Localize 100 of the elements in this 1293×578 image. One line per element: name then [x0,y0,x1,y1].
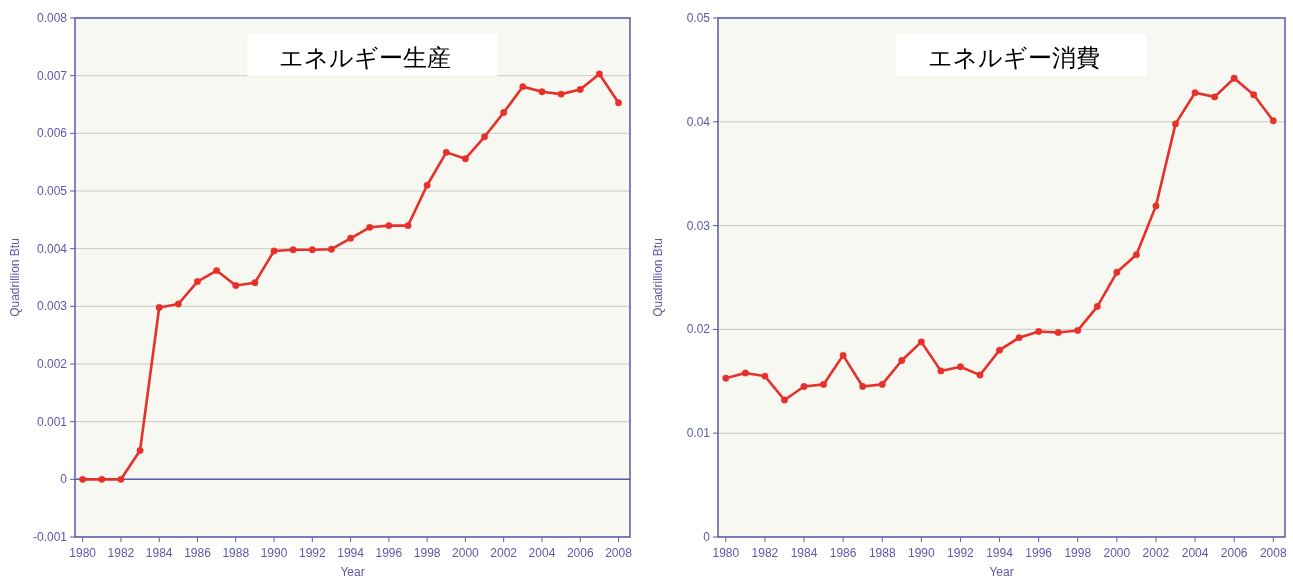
point [595,70,603,78]
point [481,133,488,141]
point [1250,91,1258,99]
y-axis-title: Quadrillion Btu [651,238,665,317]
x-tick-label: 1980 [712,546,740,560]
x-axis-title: Year [989,565,1014,578]
y-tick-label: 0.006 [36,126,68,141]
y-tick-label: 0.005 [36,184,68,198]
point [1093,303,1101,311]
x-tick-label: 1990 [260,546,288,560]
point [117,475,125,483]
point [423,181,431,189]
point [1074,326,1082,334]
y-tick-label: 0.02 [686,322,711,337]
y-tick-label: 0.01 [686,426,711,441]
point [1152,202,1160,210]
x-tick-label: 2004 [528,546,556,560]
point [442,148,450,156]
point [251,279,259,287]
point [519,83,527,91]
x-tick-label: 2004 [1181,546,1209,560]
point [615,99,622,107]
x-tick-label: 1994 [986,546,1014,560]
x-tick-label: 2002 [1142,546,1170,560]
point [347,234,355,242]
y-tick-label: 0.001 [36,414,68,429]
point [576,86,584,93]
x-tick-label: 2006 [1220,546,1248,560]
x-axis-title: Year [340,565,365,578]
point [1054,329,1062,336]
point [820,380,828,388]
y-tick-label: 0.004 [36,241,68,256]
x-tick-label: 2006 [566,546,594,560]
point [937,367,945,375]
point [232,282,240,290]
point [461,155,469,163]
x-tick-label: 2008 [1259,546,1287,560]
x-tick-label: 1990 [907,546,936,560]
point [174,300,182,308]
point [557,90,565,98]
y-axis-title: Quadrillion Btu [8,238,22,317]
point [761,372,769,380]
x-tick-label: 2008 [605,546,633,560]
point [1015,334,1023,342]
point [741,369,749,377]
x-tick-label: 1984 [145,546,173,560]
point [839,351,847,359]
point [1230,74,1238,82]
y-tick-label: -0.001 [32,530,68,544]
point [366,223,374,231]
point [213,267,221,275]
text: エネルギー生産 [278,44,451,71]
x-tick-label: 1998 [413,546,441,560]
y-tick-label: 0.008 [36,11,68,25]
point [155,304,163,311]
point [136,447,144,454]
point [1191,89,1199,97]
y-tick-label: 0.003 [36,299,68,314]
point [956,363,964,371]
point [996,346,1003,354]
point [270,247,278,255]
point [194,278,201,285]
point [800,383,808,390]
y-tick-label: 0.002 [36,357,68,371]
x-tick-label: 1980 [69,546,97,560]
y-tick-label: 0.03 [686,218,711,233]
y-tick-label: 0 [703,530,711,544]
point [1269,117,1277,125]
x-tick-label: 1992 [298,546,326,560]
point [898,357,906,364]
y-tick-label: 0.04 [686,114,711,129]
point [1172,120,1179,128]
point [289,246,297,254]
point [781,396,788,404]
x-tick-label: 1992 [947,546,975,560]
x-tick-label: 2000 [452,546,480,560]
point [1113,268,1121,276]
x-tick-label: 1996 [1025,546,1053,560]
x-tick-label: 1988 [222,546,250,560]
x-tick-label: 1998 [1064,546,1092,560]
point [538,88,546,96]
x-tick-label: 1982 [751,546,779,560]
point [722,374,730,382]
x-tick-label: 2002 [490,546,518,560]
x-tick-label: 1984 [790,546,818,560]
x-tick-label: 1988 [868,546,896,560]
y-tick-label: 0 [60,472,68,487]
text: エネルギー消費 [927,44,1100,71]
x-tick-label: 1986 [184,546,212,560]
x-tick-label: 1986 [829,546,857,560]
point [1132,251,1140,259]
point [1035,328,1043,335]
x-tick-label: 1994 [337,546,365,560]
point [1211,93,1219,101]
point [500,109,508,117]
point [98,475,106,483]
x-tick-label: 1996 [375,546,403,560]
point [328,245,335,253]
point [917,338,925,346]
point [976,371,984,379]
